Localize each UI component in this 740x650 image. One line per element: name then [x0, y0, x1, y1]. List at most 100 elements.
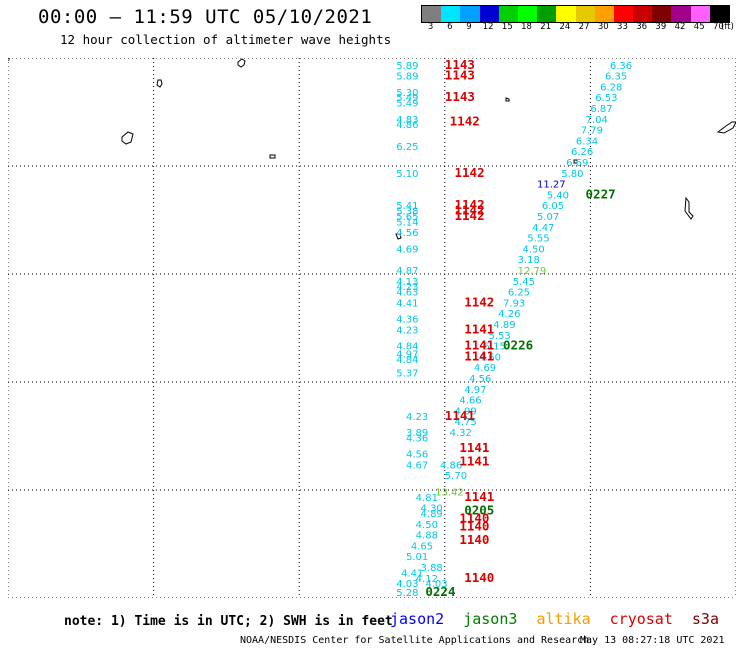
- altimeter-map: 13513814114414715002468105.895.895.305.4…: [8, 58, 736, 598]
- island-coastline: [269, 154, 276, 159]
- wave-height-label: 4.66: [459, 396, 481, 407]
- wave-height-label: 4.36: [396, 315, 418, 326]
- wave-height-label: 6.69: [566, 158, 588, 169]
- wave-height-label: 5.70: [445, 471, 467, 482]
- wave-height-label: 4.23: [396, 325, 418, 336]
- pass-time-label: 1140: [459, 532, 489, 547]
- wave-height-label: 4.84: [396, 342, 418, 353]
- colorbar-tick-label: 12: [482, 22, 494, 32]
- wave-height-label: 6.28: [600, 82, 622, 93]
- wave-height-label: 6.34: [576, 136, 598, 147]
- wave-height-label: 4.87: [396, 266, 418, 277]
- wave-height-label: 4.69: [474, 363, 496, 374]
- wave-height-label: 5.40: [547, 190, 569, 201]
- wave-height-label: 5.28: [396, 588, 418, 598]
- wave-height-label: 12.79: [518, 266, 547, 277]
- pass-time-label: 1142: [464, 294, 494, 309]
- legend-s3a: s3a: [691, 610, 719, 628]
- colorbar-unit: (ft): [721, 22, 734, 32]
- colorbar-tick-label: 33: [617, 22, 628, 32]
- wave-height-label: 4.56: [396, 228, 418, 239]
- colorbar-tick-label: 45: [693, 22, 705, 32]
- wave-height-label: 5.80: [561, 169, 583, 180]
- wave-height-label: 5.45: [513, 277, 535, 288]
- colorbar-swatch: [441, 6, 461, 22]
- wave-height-label: 6.35: [605, 72, 627, 83]
- colorbar-swatch: [652, 6, 672, 22]
- colorbar-tick-label: 3: [427, 22, 434, 32]
- colorbar-swatch: [709, 6, 729, 22]
- colorbar-swatch: [690, 6, 710, 22]
- wave-height-label: 7.04: [586, 115, 608, 126]
- colorbar-tick-label: 36: [636, 22, 648, 32]
- island-coastline: [121, 131, 134, 145]
- pass-time-label: 1141: [459, 440, 489, 455]
- island-coastline: [684, 196, 694, 220]
- pass-time-label: 1142: [455, 203, 485, 218]
- pass-time-label: 1141: [464, 321, 494, 336]
- wave-height-label: 5.38: [396, 207, 418, 218]
- footer-note: note: 1) Time is in UTC; 2) SWH is in fe…: [64, 614, 393, 629]
- wave-height-label: 4.56: [469, 374, 491, 385]
- wave-height-label: 4.23: [396, 282, 418, 293]
- wave-height-label: 4.97: [464, 385, 486, 396]
- wave-height-label: 4.81: [416, 493, 438, 504]
- wave-height-label: 6.36: [610, 61, 632, 72]
- legend-altika: altika: [536, 610, 591, 628]
- wave-height-label: 3.18: [518, 255, 540, 266]
- wave-height-label: 4.60: [479, 352, 501, 363]
- colorbar-tick-label: 21: [540, 22, 552, 32]
- colorbar-tick-label: 30: [597, 22, 609, 32]
- legend-jason2: jason2: [390, 610, 445, 628]
- wave-height-label: 5.89: [396, 72, 418, 83]
- wave-height-label: 7.93: [503, 298, 525, 309]
- wave-height-label: 5.49: [396, 99, 418, 110]
- wave-height-label: 4.13: [396, 277, 418, 288]
- wave-height-label: 4.88: [416, 531, 438, 542]
- wave-height-label: 5.41: [396, 201, 418, 212]
- pass-time-label: 1141: [464, 348, 494, 363]
- wave-height-label: 4.30: [421, 504, 443, 515]
- wave-height-label: 5.15: [484, 342, 506, 353]
- wave-height-label: 4.69: [396, 244, 418, 255]
- wave-height-label: 4.67: [406, 460, 428, 471]
- pass-time-label: 1142: [455, 197, 485, 212]
- colorbar-swatch: [460, 6, 480, 22]
- wave-height-label: 6.05: [542, 201, 564, 212]
- wave-height-label: 5.14: [396, 217, 418, 228]
- wave-height-label: 4.26: [498, 309, 520, 320]
- wave-height-label: 4.03: [425, 579, 447, 590]
- map-plot-svg: 13513814114414715002468105.895.895.305.4…: [8, 58, 736, 598]
- colorbar-labels: 3 6 9 12 15 18 21 24 27 30 33 36 39 42 45 70 (ft): [421, 22, 734, 34]
- wave-height-label: 4.97: [396, 350, 418, 361]
- lat-tick-label: 10: [8, 58, 10, 63]
- colorbar-swatch: [575, 6, 595, 22]
- colorbar-tick-label: 6: [447, 22, 453, 32]
- wave-height-label: 5.07: [537, 212, 559, 223]
- colorbar-tick-label: 24: [559, 22, 571, 32]
- pass-time-label: 1140: [459, 510, 489, 525]
- wave-height-label: 3.89: [406, 428, 428, 439]
- wave-height-label: 5.89: [396, 61, 418, 72]
- wave-height-label: 5.53: [488, 331, 510, 342]
- wave-height-label: 4.50: [522, 244, 544, 255]
- island-coastline: [505, 97, 510, 102]
- satellite-legend: jason2 jason3 altika cryosat s3a: [390, 610, 729, 628]
- colorbar-tick-label: 42: [674, 22, 686, 32]
- wave-height-label: 4.23: [406, 412, 428, 423]
- wave-height-label: 5.65: [396, 212, 418, 223]
- colorbar-tick-label: 27: [578, 22, 590, 32]
- wave-height-label: 11.27: [537, 180, 566, 191]
- wave-height-label: 4.41: [401, 568, 423, 579]
- wave-height-label: 6.26: [571, 147, 593, 158]
- island-coastline: [716, 121, 736, 134]
- wave-height-label: 5.37: [396, 369, 418, 380]
- wave-height-label: 4.89: [493, 320, 515, 331]
- wave-height-label: 13.42: [435, 487, 464, 498]
- wave-height-label: 4.32: [450, 428, 472, 439]
- pass-time-label: 0227: [586, 186, 616, 201]
- pass-time-label: 1140: [464, 570, 494, 585]
- pass-time-label: 1141: [445, 408, 475, 423]
- wave-height-label: 4.36: [406, 433, 428, 444]
- legend-jason3: jason3: [463, 610, 518, 628]
